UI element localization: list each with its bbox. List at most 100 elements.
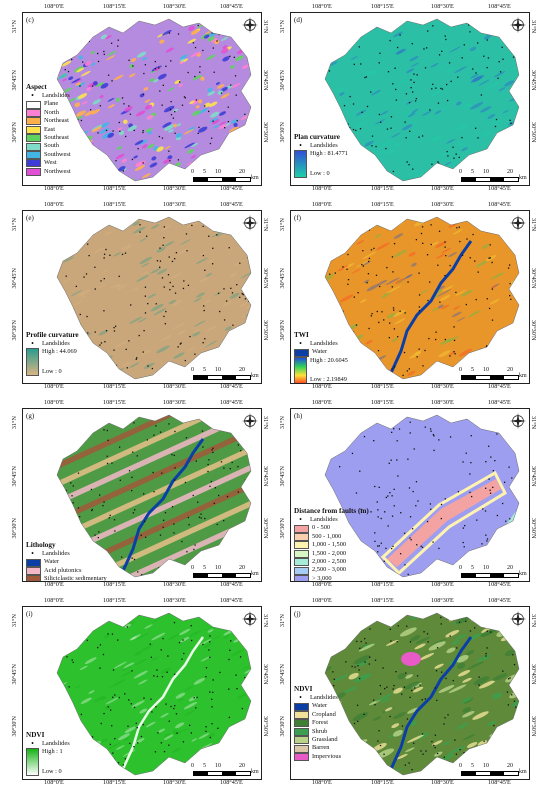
landslide-point [377,740,379,742]
landslide-point [418,348,420,350]
landcover-patch [434,663,444,669]
landslide-point [137,571,139,573]
aspect-patch [236,130,244,136]
landslide-point [393,309,395,311]
landslide-point [193,697,195,699]
landslide-point [429,428,432,430]
landslide-point [510,122,512,124]
aspect-patch [211,119,220,125]
landslide-point [444,274,446,277]
landslide-point [367,260,370,263]
terrain-texture [429,120,436,124]
landslide-point [479,154,481,156]
legend-item: Forest [294,719,341,728]
landslide-point [143,493,145,495]
landslide-point [133,422,135,424]
landslide-point [497,151,499,153]
landslide-point [117,45,119,47]
landslide-point [377,551,379,553]
landslide-point [502,22,505,25]
landslide-point [443,723,445,725]
landcover-patch [333,674,349,682]
landslide-point [345,643,348,645]
legend-item: North [26,109,71,118]
landslide-point [461,57,463,59]
legend-item-label: Southeast [44,134,69,142]
landcover-patch [507,740,519,749]
landslide-point [401,725,404,727]
terrain-texture [410,62,419,67]
landslide-point [219,757,221,760]
map-legend: NDVI • Landslides Water Cropland Forest Shrub G… [294,685,341,762]
terrain-texture [355,364,367,371]
terrain-texture [475,260,488,268]
landslide-point [389,322,391,324]
landcover-patch [405,747,415,753]
aspect-patch [100,83,109,89]
gradient-ramp [26,348,39,377]
bottom-lon-tick: 108°15'E [103,185,126,192]
landslide-point [163,237,165,239]
landslide-point [221,622,223,624]
aspect-patch [91,126,102,133]
landslide-point [225,618,227,620]
terrain-texture [139,708,148,714]
terrain-texture [157,728,166,733]
aspect-patch [58,56,67,61]
legend-item: • Landslides [294,516,374,524]
landslide-point [99,667,101,669]
landslide-point [401,693,403,695]
landcover-patch [386,639,399,646]
landslide-point [248,160,250,162]
landslide-point [202,254,205,257]
bottom-lon-tick: 108°15'E [103,779,126,786]
landslide-point [418,294,421,296]
terrain-texture [402,274,413,281]
landslide-point [366,282,368,284]
aspect-patch [224,145,236,152]
terrain-texture [434,110,442,115]
landcover-patch [431,638,446,646]
landslide-point [438,54,441,56]
landslide-point [447,564,449,566]
landslide-point [230,640,232,642]
scale-bar-number: 0 [459,367,462,373]
legend-item-label: South [44,142,59,150]
map-panel-d: 108°0'E 108°15'E 108°30'E 108°45'E 108°0'E 10… [276,2,541,192]
landslide-point [508,466,510,468]
terrain-texture [431,367,442,374]
landslide-point [233,56,235,59]
terrain-texture [164,241,175,247]
terrain-texture [407,370,416,376]
landslide-point [190,625,192,627]
right-lat-tick: 30°45'N [530,664,537,685]
landslide-point [410,539,412,541]
right-lat-tick: 30°30'N [262,518,269,539]
landslide-point [246,546,248,548]
terrain-texture [356,259,370,268]
landslide-point [176,732,178,734]
scale-bar: 0 5 10 20 km [191,169,259,183]
landcover-patch [399,627,417,637]
landslide-point [376,501,378,503]
landslide-point [194,544,196,546]
landslide-point [489,489,491,491]
landslide-point [228,247,230,249]
landslide-point [103,712,105,715]
landslide-point [168,256,170,258]
landslide-point [205,730,207,732]
landslide-point [114,530,116,532]
scale-bar-unit: km [519,175,527,181]
landslide-point [431,740,433,743]
landslide-point [144,286,147,288]
landslide-point [510,298,512,301]
landslide-point [112,669,115,671]
landslide-point [357,739,359,741]
landslide-point [103,277,105,280]
aspect-patch [75,82,81,86]
landslide-point [409,516,412,518]
aspect-patch [86,87,92,92]
bottom-lon-tick: 108°0'E [44,581,64,588]
landslide-point [345,661,347,663]
terrain-texture [241,664,251,671]
